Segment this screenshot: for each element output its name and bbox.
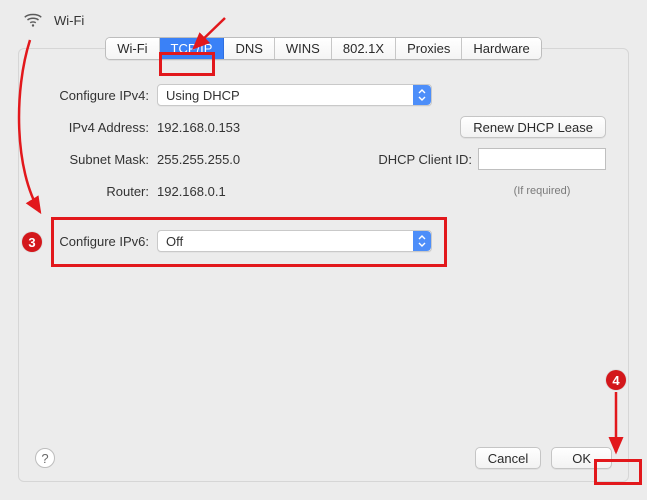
select-configure-ipv4[interactable]: Using DHCP [157,84,432,106]
network-advanced-window: Wi-Fi Wi-Fi TCP/IP DNS WINS 802.1X Proxi… [0,0,647,500]
tab-dns[interactable]: DNS [224,38,274,59]
chevron-updown-icon [413,85,431,105]
dhcp-client-id-group: DHCP Client ID: [378,148,606,170]
value-ipv4-address: 192.168.0.153 [157,120,240,135]
row-subnet-mask: Subnet Mask: 255.255.255.0 DHCP Client I… [41,148,606,170]
help-icon: ? [41,451,48,466]
label-router: Router: [41,184,157,199]
tab-wifi[interactable]: Wi-Fi [106,38,159,59]
tab-8021x[interactable]: 802.1X [332,38,396,59]
select-configure-ipv4-value: Using DHCP [166,88,240,103]
label-ipv4-address: IPv4 Address: [41,120,157,135]
label-configure-ipv4: Configure IPv4: [41,88,157,103]
row-ipv4-address: IPv4 Address: 192.168.0.153 Renew DHCP L… [41,116,606,138]
footer: ? Cancel OK [19,447,628,469]
cancel-button[interactable]: Cancel [475,447,541,469]
annotation-box-tcpip [159,52,215,76]
value-subnet-mask: 255.255.255.0 [157,152,240,167]
annotation-box-ok [594,459,642,485]
wifi-icon [22,9,44,31]
window-title: Wi-Fi [54,13,84,28]
tab-hardware[interactable]: Hardware [462,38,540,59]
tab-bar: Wi-Fi TCP/IP DNS WINS 802.1X Proxies Har… [19,37,628,60]
label-dhcp-client-id: DHCP Client ID: [378,152,472,167]
renew-dhcp-lease-button[interactable]: Renew DHCP Lease [460,116,606,138]
annotation-box-ipv6 [51,217,447,267]
tab-proxies[interactable]: Proxies [396,38,462,59]
titlebar: Wi-Fi [0,0,647,40]
help-button[interactable]: ? [35,448,55,468]
value-router: 192.168.0.1 [157,184,226,199]
tab-wins[interactable]: WINS [275,38,332,59]
row-configure-ipv4: Configure IPv4: Using DHCP [41,84,606,106]
dhcp-client-id-hint: (If required) [478,185,606,197]
row-router: Router: 192.168.0.1 (If required) [41,180,606,202]
footer-buttons: Cancel OK [475,447,612,469]
label-subnet-mask: Subnet Mask: [41,152,157,167]
content-area: Configure IPv4: Using DHCP IPv4 Address:… [19,60,628,322]
dhcp-client-id-input[interactable] [478,148,606,170]
